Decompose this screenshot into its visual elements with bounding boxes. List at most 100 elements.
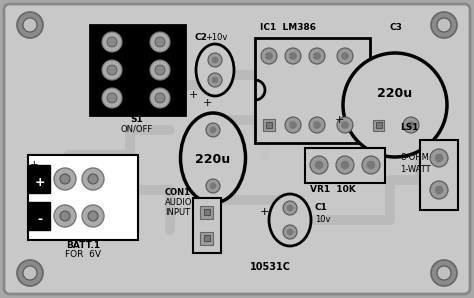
Circle shape <box>289 121 297 129</box>
Circle shape <box>211 77 219 83</box>
Circle shape <box>150 32 170 52</box>
Text: C4: C4 <box>175 99 188 108</box>
Circle shape <box>208 73 222 87</box>
Circle shape <box>211 57 219 63</box>
Circle shape <box>283 201 297 215</box>
Bar <box>420 140 458 210</box>
Bar <box>28 165 50 193</box>
Circle shape <box>208 53 222 67</box>
Text: +: + <box>188 90 198 100</box>
Circle shape <box>265 52 273 60</box>
Circle shape <box>437 18 451 32</box>
Bar <box>255 38 370 143</box>
Circle shape <box>23 18 37 32</box>
Ellipse shape <box>181 113 246 203</box>
Circle shape <box>337 117 353 133</box>
Text: -: - <box>30 199 34 209</box>
Text: -: - <box>37 212 43 226</box>
Circle shape <box>60 211 70 221</box>
Circle shape <box>150 60 170 80</box>
Circle shape <box>54 168 76 190</box>
Text: EFY: EFY <box>193 127 281 169</box>
Circle shape <box>430 149 448 167</box>
Text: 220u: 220u <box>377 87 412 100</box>
Circle shape <box>82 205 104 227</box>
Text: LS1: LS1 <box>400 123 419 132</box>
Circle shape <box>107 37 117 47</box>
Circle shape <box>155 37 165 47</box>
Ellipse shape <box>196 44 234 96</box>
Circle shape <box>60 174 70 184</box>
Text: BATT.1: BATT.1 <box>66 241 100 250</box>
Circle shape <box>343 53 447 157</box>
Circle shape <box>287 205 293 211</box>
Bar <box>376 122 382 128</box>
Circle shape <box>17 260 43 286</box>
Circle shape <box>23 266 37 280</box>
Circle shape <box>336 156 354 174</box>
Bar <box>90 25 185 115</box>
Bar <box>201 206 213 218</box>
FancyBboxPatch shape <box>4 4 470 294</box>
Bar <box>28 155 138 240</box>
Circle shape <box>283 225 297 239</box>
Circle shape <box>337 48 353 64</box>
Circle shape <box>287 229 293 235</box>
Circle shape <box>88 211 98 221</box>
Circle shape <box>102 32 122 52</box>
Circle shape <box>82 168 104 190</box>
Circle shape <box>341 161 349 169</box>
Text: FOR  6V: FOR 6V <box>65 250 101 259</box>
Circle shape <box>150 88 170 108</box>
Text: ON/OFF: ON/OFF <box>121 125 153 134</box>
Text: C3: C3 <box>390 23 403 32</box>
Text: +: + <box>35 176 46 190</box>
Circle shape <box>431 12 457 38</box>
Circle shape <box>437 266 451 280</box>
Circle shape <box>285 117 301 133</box>
Circle shape <box>88 174 98 184</box>
Circle shape <box>310 156 328 174</box>
Circle shape <box>362 156 380 174</box>
Circle shape <box>315 161 323 169</box>
Text: +10v: +10v <box>205 33 228 42</box>
Text: +: + <box>260 207 269 217</box>
Bar <box>193 198 221 253</box>
Text: VR1  10K: VR1 10K <box>310 185 356 194</box>
Circle shape <box>155 93 165 103</box>
Text: 10v: 10v <box>315 215 330 224</box>
Bar <box>204 209 210 215</box>
Bar <box>374 119 384 131</box>
Text: +: + <box>335 115 345 125</box>
Text: INPUT: INPUT <box>165 208 190 217</box>
Circle shape <box>431 260 457 286</box>
Circle shape <box>285 48 301 64</box>
Circle shape <box>313 121 321 129</box>
Circle shape <box>102 60 122 80</box>
Circle shape <box>289 52 297 60</box>
Bar <box>263 119 275 131</box>
Circle shape <box>435 186 443 194</box>
Text: 1-WATT: 1-WATT <box>400 165 430 174</box>
Bar <box>204 235 210 241</box>
Circle shape <box>407 121 415 129</box>
Text: 220u: 220u <box>195 153 230 166</box>
Text: 8-OHM: 8-OHM <box>400 153 429 162</box>
Circle shape <box>435 154 443 162</box>
Circle shape <box>261 48 277 64</box>
Circle shape <box>102 88 122 108</box>
Text: 10531C: 10531C <box>249 262 291 272</box>
Circle shape <box>155 65 165 75</box>
Text: +: + <box>30 160 38 170</box>
Circle shape <box>403 117 419 133</box>
Circle shape <box>210 127 216 134</box>
Circle shape <box>107 93 117 103</box>
Circle shape <box>17 12 43 38</box>
Circle shape <box>367 161 375 169</box>
Text: CON1: CON1 <box>165 188 191 197</box>
Circle shape <box>341 121 349 129</box>
Circle shape <box>206 179 220 193</box>
Circle shape <box>206 123 220 137</box>
Bar <box>305 148 385 183</box>
Text: C1: C1 <box>315 203 328 212</box>
